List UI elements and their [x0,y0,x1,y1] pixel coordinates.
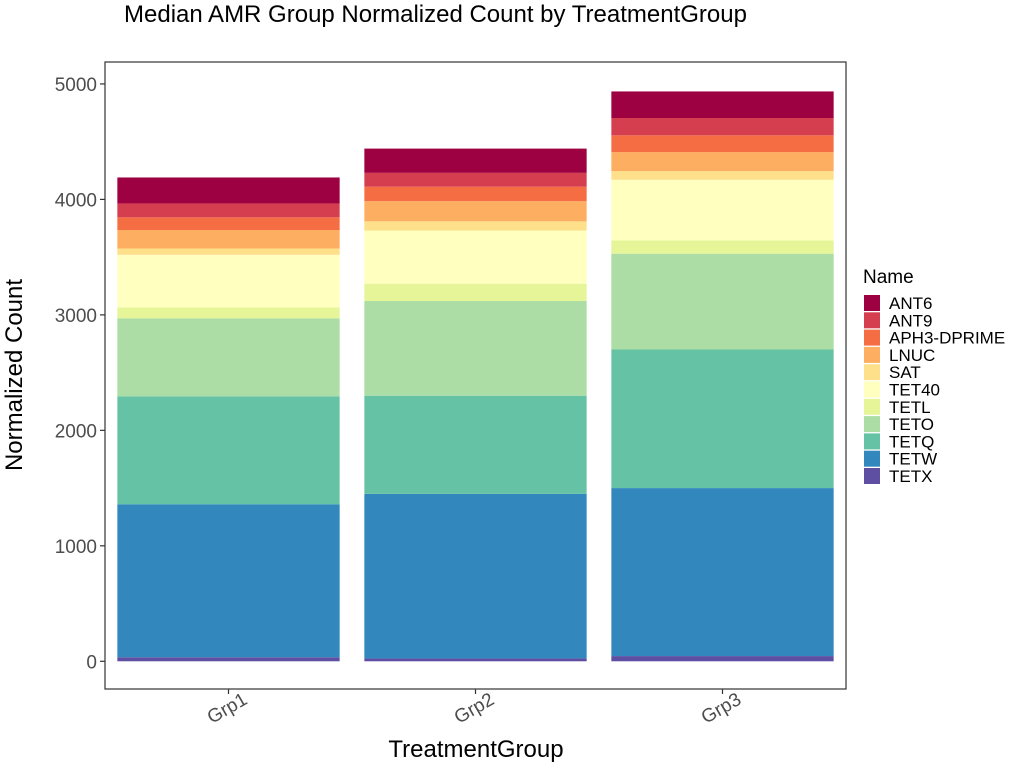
y-tick-label: 3000 [55,306,97,327]
x-axis: Grp1 Grp2 Grp3 [204,689,745,728]
x-tick-label: Grp1 [204,689,251,728]
bar-segment-grp3-ant6 [611,91,834,118]
bar-segment-grp2-ant9 [364,172,587,187]
bar-segment-grp2-ant6 [364,148,587,173]
legend-swatch-aph3-dprime [864,329,880,346]
bar-segment-grp3-lnuc [611,152,834,172]
legend-swatch-sat [864,364,880,381]
x-tick-label: Grp3 [698,689,745,728]
bar-segment-grp3-tetx [611,656,834,662]
legend-title: Name [863,267,914,288]
bar-segment-grp2-teto [364,301,587,396]
bar-segment-grp1-teto [117,318,340,397]
bar-segment-grp3-tet40 [611,179,834,241]
bar-segment-grp2-tetw [364,493,587,659]
bar-segment-grp3-tetw [611,488,834,657]
y-tick-label: 4000 [55,190,97,211]
x-axis-title: TreatmentGroup [388,736,563,763]
bar-segment-grp2-tet40 [364,230,587,284]
bar-segment-grp1-tetq [117,396,340,505]
bar-segment-grp1-tetl [117,307,340,319]
legend-swatch-tet40 [864,381,880,398]
bar-segment-grp2-lnuc [364,201,587,222]
plot-area [117,91,834,662]
bar-segment-grp1-lnuc [117,230,340,249]
bar-segment-grp2-tetx [364,658,587,662]
bar-segment-grp2-sat [364,221,587,231]
legend-label-teto: TETO [889,415,934,434]
legend-swatch-ant9 [864,312,880,329]
bar-segment-grp2-aph3-dprime [364,186,587,202]
bar-segment-grp3-ant9 [611,118,834,136]
legend-swatch-ant6 [864,295,880,311]
legend-swatch-tetl [864,398,880,415]
bar-segment-grp3-sat [611,171,834,180]
x-tick-label: Grp2 [451,689,498,728]
legend-label-aph3-dprime: APH3-DPRIME [889,329,1005,348]
legend-swatch-teto [864,416,880,433]
y-tick-label: 1000 [55,537,97,558]
bar-segment-grp1-tetx [117,657,340,662]
legend-label-lnuc: LNUC [889,346,935,365]
legend-label-ant6: ANT6 [889,294,932,313]
legend-swatch-tetq [864,433,880,450]
y-axis-title: Normalized Count [1,279,28,471]
bar-segment-grp1-ant9 [117,203,340,218]
legend-label-tetx: TETX [889,467,932,486]
y-tick-label: 2000 [55,421,97,442]
legend-swatch-tetx [864,468,880,484]
bar-segment-grp3-teto [611,253,834,350]
bar-segment-grp2-tetl [364,283,587,302]
legend-swatch-lnuc [864,346,880,363]
bar-segment-grp3-aph3-dprime [611,135,834,153]
bar-segment-grp3-tetl [611,240,834,254]
bar-segment-grp2-tetq [364,395,587,494]
y-tick-label: 5000 [55,75,97,96]
y-axis: 0 1000 2000 3000 4000 5000 [55,75,105,673]
legend-label-sat: SAT [889,363,921,382]
bar-segment-grp1-sat [117,248,340,255]
chart-title: Median AMR Group Normalized Count by Tre… [124,1,747,28]
legend-label-tetq: TETQ [889,432,934,451]
y-tick-label: 0 [86,652,97,673]
legend: Name ANT6ANT9APH3-DPRIMELNUCSATTET40TETL… [863,267,1005,486]
bar-segment-grp1-ant6 [117,177,340,204]
legend-label-tetl: TETL [889,398,931,417]
bar-segment-grp1-aph3-dprime [117,217,340,231]
bar-segment-grp1-tetw [117,504,340,658]
bar-segment-grp3-tetq [611,349,834,489]
legend-label-tetw: TETW [889,450,937,469]
legend-label-ant9: ANT9 [889,311,932,330]
legend-label-tet40: TET40 [889,381,940,400]
legend-swatch-tetw [864,450,880,467]
bar-segment-grp1-tet40 [117,254,340,308]
